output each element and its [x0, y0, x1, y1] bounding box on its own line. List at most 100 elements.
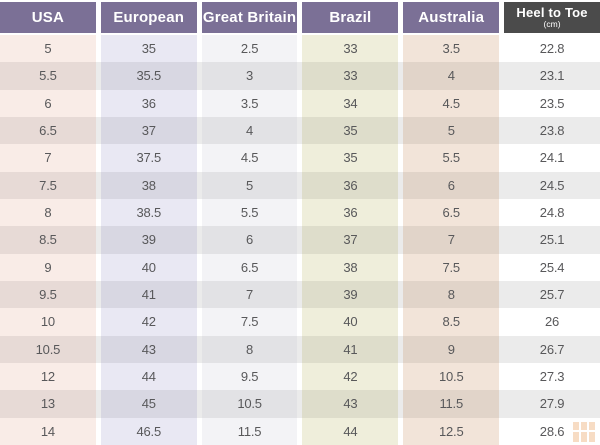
- table-cell: 26: [504, 308, 600, 336]
- table-cell: 6: [403, 171, 500, 199]
- table-cell: 44: [302, 417, 399, 445]
- column-header-australia: Australia: [403, 2, 500, 33]
- table-cell: 24.5: [504, 171, 600, 199]
- table-cell: 25.1: [504, 226, 600, 254]
- table-row: 9.5 41 7 39 8 25.7: [0, 280, 600, 309]
- table-cell: 10.5: [201, 390, 298, 418]
- table-cell: 23.5: [504, 89, 600, 117]
- table-cell: 43: [100, 335, 197, 363]
- table-cell: 24.1: [504, 144, 600, 172]
- table-cell: 36: [302, 198, 399, 227]
- table-row: 13 45 10.5 43 11.5 27.9: [0, 390, 600, 418]
- table-cell: 33: [302, 62, 399, 90]
- table-cell: 36: [302, 171, 399, 199]
- watermark-grid-logo-icon: [573, 422, 595, 442]
- table-cell: 2.5: [201, 35, 298, 63]
- table-cell: 10: [0, 308, 96, 336]
- table-cell: 39: [302, 280, 399, 309]
- table-cell: 36: [100, 89, 197, 117]
- table-cell: 23.8: [504, 116, 600, 145]
- table-cell: 40: [100, 253, 197, 281]
- table-row: 6 36 3.5 34 4.5 23.5: [0, 89, 600, 117]
- table-cell: 9.5: [0, 280, 96, 309]
- table-cell: 38.5: [100, 198, 197, 227]
- column-header-brazil: Brazil: [302, 2, 399, 33]
- table-cell: 4.5: [201, 144, 298, 172]
- table-cell: 7: [403, 226, 500, 254]
- table-cell: 37: [100, 116, 197, 145]
- table-cell: 8.5: [403, 308, 500, 336]
- column-header-european: European: [100, 2, 197, 33]
- table-cell: 6: [0, 89, 96, 117]
- table-cell: 7: [201, 280, 298, 309]
- table-row: 8 38.5 5.5 36 6.5 24.8: [0, 198, 600, 227]
- table-header-row: USA European Great Britain Brazil Austra…: [0, 2, 600, 33]
- table-cell: 22.8: [504, 35, 600, 63]
- table-cell: 5.5: [0, 62, 96, 90]
- table-cell: 7.5: [0, 171, 96, 199]
- table-cell: 11.5: [201, 417, 298, 445]
- table-cell: 5: [0, 35, 96, 63]
- table-cell: 7.5: [403, 253, 500, 281]
- table-cell: 5.5: [201, 198, 298, 227]
- table-row: 9 40 6.5 38 7.5 25.4: [0, 253, 600, 281]
- table-cell: 6.5: [201, 253, 298, 281]
- table-cell: 5: [201, 171, 298, 199]
- column-header-heel-to-toe: Heel to Toe (cm): [504, 2, 600, 33]
- table-cell: 38: [100, 171, 197, 199]
- table-cell: 5.5: [403, 144, 500, 172]
- table-cell: 37.5: [100, 144, 197, 172]
- table-cell: 10.5: [403, 362, 500, 391]
- table-cell: 12.5: [403, 417, 500, 445]
- table-row: 12 44 9.5 42 10.5 27.3: [0, 362, 600, 391]
- table-cell: 4: [201, 116, 298, 145]
- table-row: 8.5 39 6 37 7 25.1: [0, 226, 600, 254]
- table-row: 7 37.5 4.5 35 5.5 24.1: [0, 144, 600, 172]
- table-row: 10 42 7.5 40 8.5 26: [0, 308, 600, 336]
- table-row: 5 35 2.5 33 3.5 22.8: [0, 35, 600, 63]
- table-row: 5.5 35.5 3 33 4 23.1: [0, 62, 600, 90]
- table-cell: 42: [100, 308, 197, 336]
- table-body: 5 35 2.5 33 3.5 22.8 5.5 35.5 3 33 4 23.1 6 36 3.5 34 4.…: [0, 35, 600, 445]
- table-cell: 9: [403, 335, 500, 363]
- table-row: 14 46.5 11.5 44 12.5 28.6: [0, 417, 600, 445]
- table-cell: 23.1: [504, 62, 600, 90]
- table-cell: 25.4: [504, 253, 600, 281]
- table-cell: 38: [302, 253, 399, 281]
- table-cell: 6.5: [403, 198, 500, 227]
- table-cell: 41: [100, 280, 197, 309]
- table-cell: 6: [201, 226, 298, 254]
- table-cell: 4.5: [403, 89, 500, 117]
- column-header-great-britain: Great Britain: [201, 2, 298, 33]
- table-cell: 5: [403, 116, 500, 145]
- table-cell: 4: [403, 62, 500, 90]
- table-cell: 27.3: [504, 362, 600, 391]
- table-cell: 8: [403, 280, 500, 309]
- table-cell: 3.5: [201, 89, 298, 117]
- table-cell: 6.5: [0, 116, 96, 145]
- table-cell: 24.8: [504, 198, 600, 227]
- table-cell: 35: [302, 144, 399, 172]
- table-cell: 41: [302, 335, 399, 363]
- table-cell: 26.7: [504, 335, 600, 363]
- table-cell: 8: [0, 198, 96, 227]
- table-cell: 7: [0, 144, 96, 172]
- table-cell: 8: [201, 335, 298, 363]
- table-cell: 8.5: [0, 226, 96, 254]
- heel-to-toe-unit-label: (cm): [543, 18, 561, 29]
- table-row: 7.5 38 5 36 6 24.5: [0, 171, 600, 199]
- table-cell: 25.7: [504, 280, 600, 309]
- table-cell: 3.5: [403, 35, 500, 63]
- table-cell: 44: [100, 362, 197, 391]
- table-cell: 14: [0, 417, 96, 445]
- table-cell: 34: [302, 89, 399, 117]
- table-cell: 28.6: [504, 417, 600, 445]
- table-cell: 9.5: [201, 362, 298, 391]
- table-cell: 40: [302, 308, 399, 336]
- table-row: 10.5 43 8 41 9 26.7: [0, 335, 600, 363]
- table-cell: 35: [100, 35, 197, 63]
- table-cell: 3: [201, 62, 298, 90]
- table-cell: 35: [302, 116, 399, 145]
